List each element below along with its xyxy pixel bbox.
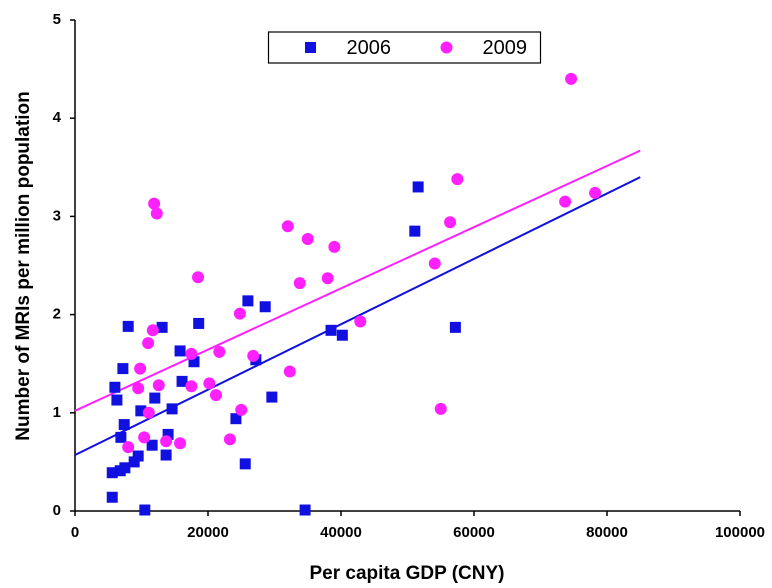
point (235, 403, 248, 416)
legend-label: 2009 (483, 37, 528, 59)
point (281, 220, 294, 233)
y-tick-label: 1 (53, 404, 61, 421)
point (106, 491, 118, 503)
point (230, 413, 242, 425)
point (142, 337, 155, 350)
point (134, 362, 147, 375)
point (434, 402, 447, 415)
point (266, 391, 278, 403)
point (160, 449, 172, 461)
point (148, 197, 161, 210)
point (146, 439, 158, 451)
point (301, 232, 314, 245)
point (354, 315, 367, 328)
point (451, 173, 464, 186)
point (239, 458, 251, 470)
point (188, 356, 200, 368)
point (589, 186, 602, 199)
point (139, 504, 151, 516)
point (135, 405, 147, 417)
y-tick-label: 4 (53, 109, 62, 126)
point (325, 324, 337, 336)
point (118, 419, 130, 431)
x-tick-label: 100000 (715, 524, 765, 541)
point (409, 225, 421, 237)
point (138, 431, 151, 444)
point (128, 456, 140, 468)
point (223, 433, 236, 446)
point (146, 324, 159, 337)
point (160, 435, 173, 448)
point (109, 381, 121, 393)
point (119, 462, 131, 474)
point (203, 377, 216, 390)
point (111, 394, 123, 406)
point (559, 195, 572, 208)
legend-label: 2006 (347, 37, 392, 59)
point (185, 380, 198, 393)
point (142, 406, 155, 419)
point (132, 382, 145, 395)
point (412, 181, 424, 193)
trend-line (74, 176, 641, 456)
legend-marker (440, 41, 453, 54)
y-tick-label: 3 (53, 207, 61, 224)
point (209, 389, 222, 402)
point (122, 441, 135, 454)
point (299, 504, 311, 516)
point (166, 403, 178, 415)
y-tick-label: 0 (53, 502, 61, 519)
legend: 2006 2009 (267, 31, 542, 64)
point (115, 431, 127, 443)
point (174, 345, 186, 357)
point (192, 271, 205, 284)
x-tick-label: 40000 (320, 524, 362, 541)
point (176, 375, 188, 387)
point (247, 349, 260, 362)
x-tick-label: 60000 (453, 524, 495, 541)
point (106, 467, 118, 479)
trend-line (74, 149, 641, 412)
point (152, 379, 165, 392)
point (185, 347, 198, 360)
point (213, 345, 226, 358)
point (259, 301, 271, 313)
legend-marker (305, 42, 316, 53)
point (162, 428, 174, 440)
point (174, 437, 187, 450)
point (233, 307, 246, 320)
point (336, 329, 348, 341)
x-tick-label: 0 (71, 524, 79, 541)
point (449, 321, 461, 333)
y-axis-title: Number of MRIs per million population (13, 91, 34, 440)
point (117, 363, 129, 375)
point (132, 450, 144, 462)
point (150, 207, 163, 220)
point (149, 392, 161, 404)
point (444, 216, 457, 229)
x-tick-label: 80000 (586, 524, 628, 541)
point (293, 277, 306, 290)
point (283, 365, 296, 378)
point (328, 240, 341, 253)
point (428, 257, 441, 270)
y-tick-label: 5 (53, 11, 61, 28)
point (321, 272, 334, 285)
point (193, 317, 205, 329)
x-tick-label: 20000 (187, 524, 229, 541)
y-tick-label: 2 (53, 306, 61, 323)
point (242, 295, 254, 307)
point (122, 320, 134, 332)
point (565, 72, 578, 85)
x-axis-title: Per capita GDP (CNY) (310, 563, 505, 584)
point (156, 321, 168, 333)
